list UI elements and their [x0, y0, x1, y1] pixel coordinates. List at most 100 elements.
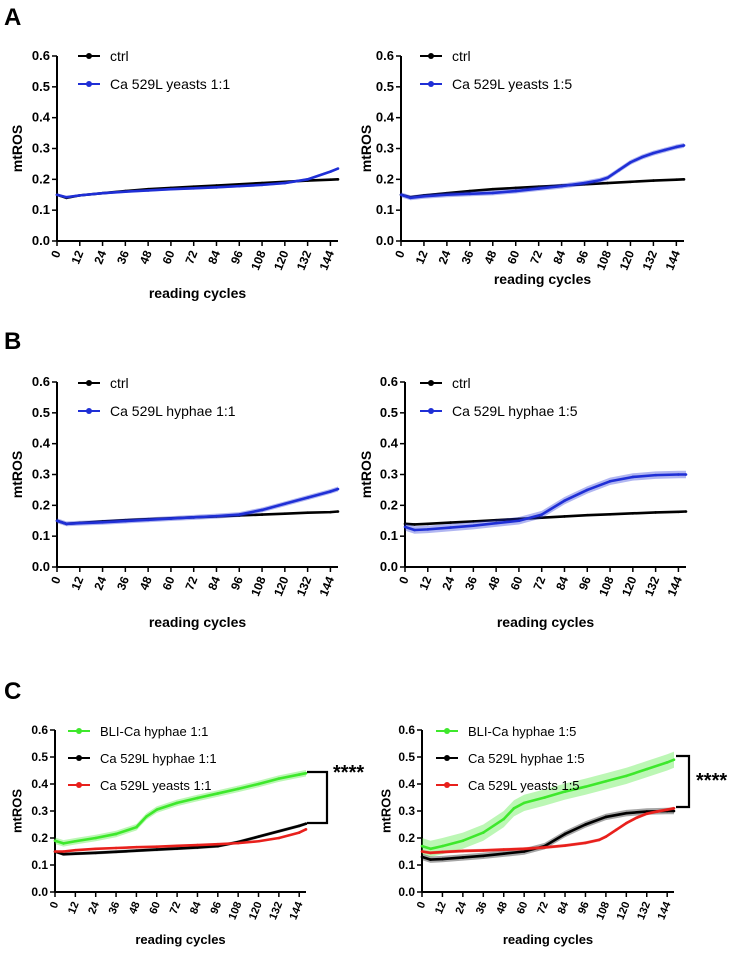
chart-c2-x-tick-label: 12: [433, 900, 449, 916]
chart-a1-y-tick-label: 0.6: [32, 48, 50, 63]
chart-a2-x-tick-label: 0: [392, 248, 408, 260]
chart-c2-x-tick-label: 96: [576, 900, 592, 916]
chart-c1-series-1-point: [114, 850, 118, 854]
chart-a2-series-1-point: [468, 192, 472, 196]
chart-b1-y-tick-label: 0.6: [32, 374, 50, 389]
chart-b1-x-tick-label: 144: [317, 574, 338, 598]
chart-a1-series-1-point: [260, 183, 264, 187]
chart-a2-y-axis-label: mtROS: [358, 125, 374, 172]
chart-a1-series-1-point: [146, 189, 150, 192]
chart-a1-x-tick-label: 96: [228, 248, 246, 266]
chart-a1-series-0-point: [283, 180, 287, 184]
chart-c2-x-tick-label: 36: [474, 900, 490, 916]
chart-c2-series-1-point: [665, 809, 669, 813]
chart-c2-legend-1-marker: [444, 755, 450, 761]
chart-c1-series-2-point: [277, 836, 281, 840]
chart-b1-series-0-point: [78, 521, 82, 525]
chart-c1-x-tick-label: 60: [147, 900, 163, 916]
chart-c2-series-1-point: [584, 823, 587, 826]
chart-a1-series-0-point: [78, 194, 82, 197]
chart-a1-x-tick-label: 144: [317, 248, 338, 272]
chart-a1-series-1-point: [215, 186, 218, 189]
chart-c2-x-tick-label: 120: [615, 900, 633, 922]
chart-a2-x-tick-label: 120: [617, 248, 638, 272]
chart-c2-series-0-point: [461, 839, 465, 842]
chart-a1-series-1-point: [192, 186, 196, 190]
chart-c1-series-2-point: [175, 844, 179, 848]
chart-a1-x-tick-label: 60: [160, 248, 178, 266]
chart-c1-x-tick-label: 24: [86, 899, 102, 916]
chart-c2-series-2-point: [635, 816, 638, 820]
chart-c2-series-2-point: [502, 848, 506, 851]
chart-c2-series-2-point: [614, 828, 618, 832]
chart-c1-legend-1-marker: [76, 755, 82, 761]
chart-a1-series-0-point: [101, 191, 104, 195]
chart-b2-series-1-point: [449, 526, 452, 529]
chart-a1-x-tick-label: 36: [114, 248, 132, 266]
chart-c2-series-1-point: [461, 856, 465, 859]
chart-c2-series-0-point: [481, 831, 485, 834]
chart-c1-series-2-point: [53, 850, 57, 853]
chart-a2-x-tick-label: 132: [640, 248, 661, 272]
chart-a1-y-tick-label: 0.1: [32, 202, 50, 217]
chart-a2-series-0-error-band: [401, 178, 684, 198]
chart-c2-series-1-point: [672, 809, 676, 813]
chart-b2-series-0-point: [654, 511, 657, 514]
chart-b1-x-tick-label: 108: [248, 574, 269, 598]
bracket-c-right: [676, 754, 691, 809]
chart-b2-y-tick-label: 0.2: [380, 497, 398, 512]
chart-c1-series-1-point: [304, 822, 308, 825]
chart-c2-series-0-error-band: [422, 751, 674, 857]
chart-c1-series-0-error-band: [55, 769, 306, 847]
chart-a2-y-tick-label: 0.0: [376, 233, 394, 248]
chart-c1-series-2-line: [55, 828, 307, 853]
chart-c1-x-tick-label: 12: [66, 900, 82, 916]
chart-a2-series-1-point: [682, 144, 686, 147]
chart-a1-series-0-point: [65, 196, 68, 200]
bracket-c-left: [307, 770, 329, 825]
chart-b2-series-0-point: [563, 515, 566, 518]
chart-a1-series-0-point: [306, 179, 309, 182]
chart-b1-series-1-error-band: [57, 486, 338, 527]
chart-c1-series-2-error-band: [55, 828, 306, 853]
chart-b2-series-1-line: [404, 473, 686, 532]
chart-b1-series-1-point: [215, 514, 218, 518]
chart-a2-y-tick-label: 0.6: [376, 48, 394, 63]
chart-a2-series-1-point: [583, 181, 586, 185]
chart-c1-series-0-point: [94, 836, 98, 840]
chart-a2-series-1-point: [560, 184, 563, 188]
chart-c2-series-2-point: [597, 838, 601, 842]
chart-a1-x-tick-label: 108: [248, 248, 269, 272]
chart-c1-x-tick-label: 144: [288, 899, 306, 921]
chart-c2-series-2-point: [481, 849, 485, 852]
chart-c1-series-1-point: [257, 835, 260, 838]
chart-c2-x-tick-label: 24: [454, 899, 470, 916]
chart-b1-x-tick-label: 120: [271, 574, 292, 598]
chart-b2-x-tick-label: 144: [665, 574, 686, 598]
chart-a2-series-0-point: [537, 185, 540, 189]
chart-c1-series-0-point: [62, 842, 65, 845]
chart-c2-y-axis-label: mtROS: [379, 789, 394, 833]
chart-c1-series-2-point: [135, 845, 138, 849]
chart-b2-series-1-point: [585, 488, 589, 492]
chart-c2-legend-2-marker: [444, 782, 450, 788]
chart-b2-y-tick-label: 0.1: [380, 528, 398, 543]
chart-b2-y-tick-label: 0.5: [380, 405, 398, 420]
chart-c1-series-0-point: [74, 839, 77, 843]
chart-b2-series-0-point: [684, 510, 688, 513]
chart-c1-series-1-point: [216, 844, 220, 848]
chart-b1-series-0-error-band: [57, 510, 338, 525]
chart-b1-series-1-line: [56, 487, 339, 526]
chart-b2-x-tick-label: 84: [553, 574, 571, 592]
chart-c2-y-tick-label: 0.0: [398, 885, 415, 899]
chart-b2-x-tick-label: 96: [576, 574, 594, 592]
chart-c1-y-tick-label: 0.2: [31, 831, 48, 845]
chart-c1-x-tick-label: 96: [208, 900, 224, 916]
chart-a2-x-tick-label: 144: [663, 248, 684, 272]
chart-c1-series-2-point: [216, 842, 220, 846]
chart-c1-legend-0-label: BLI-Ca hyphae 1:1: [100, 724, 208, 739]
chart-c2-x-axis-label: reading cycles: [503, 932, 593, 947]
chart-b1-series-1-point: [306, 496, 309, 499]
